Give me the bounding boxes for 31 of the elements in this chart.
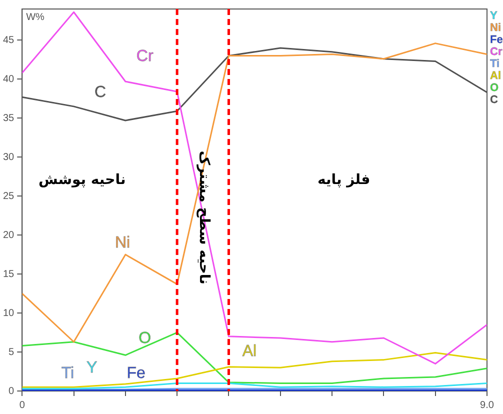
annotation: O xyxy=(138,330,152,348)
y-axis-title: W% xyxy=(26,12,45,23)
annotation: Fe xyxy=(126,365,146,382)
series-label: Ni xyxy=(490,22,502,34)
y-tick-label: 25 xyxy=(3,190,15,202)
y-tick-label: 45 xyxy=(3,34,15,46)
y-tick-label: 10 xyxy=(3,308,15,319)
annotation: C xyxy=(94,84,106,102)
text: Fe xyxy=(490,34,503,46)
text: Cr xyxy=(490,46,503,58)
annotation: فلز پایه xyxy=(317,172,370,188)
annotation: Ni xyxy=(114,234,130,252)
annotation: Ti xyxy=(61,365,74,382)
y-tick-label: 5 xyxy=(8,346,15,358)
y-tick-label: 15 xyxy=(3,268,15,280)
y-tick-label: 35 xyxy=(3,112,15,124)
y-tick-label: 20 xyxy=(3,230,15,241)
text: Al xyxy=(490,70,502,82)
annotation: Cr xyxy=(136,48,154,65)
text: Ti xyxy=(490,58,501,70)
text: O xyxy=(490,82,500,94)
y-tick-label: 40 xyxy=(3,74,15,85)
y-tick-label: 30 xyxy=(3,152,15,163)
x-tick-label: 9.0 xyxy=(480,400,494,411)
annotation: Al xyxy=(242,343,257,360)
annotation: Y xyxy=(86,359,98,376)
annotation: ناحیه سطح مشترک xyxy=(196,150,212,284)
series-label: C xyxy=(490,94,499,106)
text: Y xyxy=(490,10,498,22)
y-tick-label: 0 xyxy=(8,386,15,397)
annotation: ناحیه پوشش xyxy=(38,172,126,188)
